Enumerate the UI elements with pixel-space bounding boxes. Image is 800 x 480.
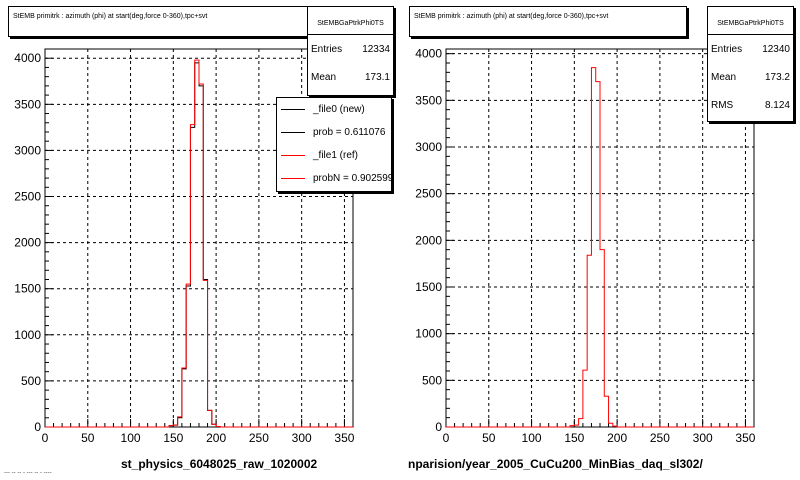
y-tick-label: 2000 — [415, 233, 442, 247]
legend-box-left: _file0 (new) prob = 0.611076 _file1 (ref… — [276, 97, 392, 192]
x-tick-label: 0 — [443, 431, 450, 445]
x-tick-label: 250 — [650, 431, 670, 445]
stats-label: Mean — [311, 71, 337, 83]
plot-title-left: StEMB primitrk : azimuth (phi) at start(… — [8, 6, 308, 37]
y-tick-label: 2000 — [14, 236, 41, 250]
x-tick-label: 100 — [121, 431, 141, 445]
legend-line-new — [281, 109, 305, 110]
legend-entry: probN = 0.902599 — [277, 167, 391, 190]
y-tick-label: 1500 — [415, 280, 442, 294]
legend-line-new — [281, 132, 305, 133]
histogram-left: 0 50 100 150 200 250 300 3500500100015002000250… — [14, 48, 355, 445]
x-tick-label: 150 — [564, 431, 584, 445]
stats-box-left: StEMBGaPtrkPhi0TS Entries 12334 Mean 173… — [307, 6, 394, 96]
title-text: StEMB primitrk : azimuth (phi) at start(… — [13, 13, 208, 20]
x-tick-label: 250 — [249, 431, 269, 445]
x-tick-label: 150 — [163, 431, 183, 445]
left-canvas: StEMB primitrk : azimuth (phi) at start(… — [4, 6, 394, 476]
stats-row-entries: Entries 12334 — [308, 35, 393, 63]
stats-value: 12334 — [362, 43, 390, 55]
y-tick-label: 3000 — [415, 140, 442, 154]
histogram-series-red — [45, 59, 353, 428]
legend-line-ref — [281, 178, 305, 179]
stats-label: RMS — [711, 99, 734, 111]
stats-header: StEMBGaPtrkPhi0TS — [708, 7, 793, 35]
title-text: StEMB primitrk : azimuth (phi) at start(… — [414, 13, 609, 20]
x-tick-label: 50 — [482, 431, 496, 445]
x-tick-label: 100 — [522, 431, 542, 445]
x-tick-label: 200 — [206, 431, 226, 445]
stats-box-right: StEMBGaPtrkPhi0TS Entries 12340 Mean 173… — [707, 6, 794, 122]
legend-entry: prob = 0.611076 — [277, 121, 391, 144]
stats-label: Mean — [711, 71, 737, 83]
y-tick-label: 0 — [34, 420, 41, 434]
x-caption-left: st_physics_6048025_raw_1020002 — [121, 457, 318, 471]
legend-entry: _file0 (new) — [277, 98, 391, 121]
y-tick-label: 3500 — [14, 97, 41, 111]
stats-row-rms: RMS 8.124 — [708, 91, 793, 119]
stats-value: 12340 — [762, 43, 790, 55]
stats-label: Entries — [711, 43, 743, 55]
x-tick-label: 200 — [607, 431, 627, 445]
y-tick-label: 500 — [21, 374, 41, 388]
x-tick-label: 0 — [42, 431, 49, 445]
y-tick-label: 2500 — [14, 190, 41, 204]
x-caption-right: nparision/year_2005_CuCu200_MinBias_daq_… — [408, 457, 703, 471]
y-tick-label: 3000 — [14, 143, 41, 157]
legend-label: _file1 (ref) — [313, 150, 359, 161]
stats-value: 8.124 — [764, 99, 790, 111]
y-tick-label: 1500 — [14, 282, 41, 296]
x-tick-label: 300 — [693, 431, 713, 445]
legend-line-ref — [281, 155, 305, 156]
stats-value: 173.2 — [764, 71, 790, 83]
x-tick-label: 300 — [292, 431, 312, 445]
y-tick-label: 1000 — [415, 327, 442, 341]
y-tick-label: 2500 — [415, 187, 442, 201]
legend-entry: _file1 (ref) — [277, 144, 391, 167]
x-tick-label: 350 — [735, 431, 755, 445]
stats-row-mean: Mean 173.2 — [708, 63, 793, 91]
y-tick-label: 1000 — [14, 328, 41, 342]
legend-label: probN = 0.902599 — [313, 173, 392, 184]
x-tick-label: 350 — [334, 431, 354, 445]
plot-title-right: StEMB primitrk : azimuth (phi) at start(… — [409, 6, 687, 37]
y-tick-label: 4000 — [14, 51, 41, 65]
stats-header: StEMBGaPtrkPhi0TS — [308, 7, 393, 35]
legend-label: prob = 0.611076 — [313, 127, 386, 138]
right-canvas: StEMB primitrk : azimuth (phi) at start(… — [400, 0, 800, 480]
footer-text: --- -- -- - --- -- - ---- — [4, 470, 52, 476]
y-tick-label: 4000 — [415, 47, 442, 61]
stats-label: Entries — [311, 43, 343, 55]
y-tick-label: 0 — [435, 420, 442, 434]
stats-row-entries: Entries 12340 — [708, 35, 793, 63]
legend-label: _file0 (new) — [313, 104, 365, 115]
histogram-series-red — [446, 67, 754, 428]
stats-row-mean: Mean 173.1 — [308, 63, 393, 91]
y-tick-label: 3500 — [415, 93, 442, 107]
x-tick-label: 50 — [81, 431, 95, 445]
y-tick-label: 500 — [422, 373, 442, 387]
stats-value: 173.1 — [364, 71, 390, 83]
